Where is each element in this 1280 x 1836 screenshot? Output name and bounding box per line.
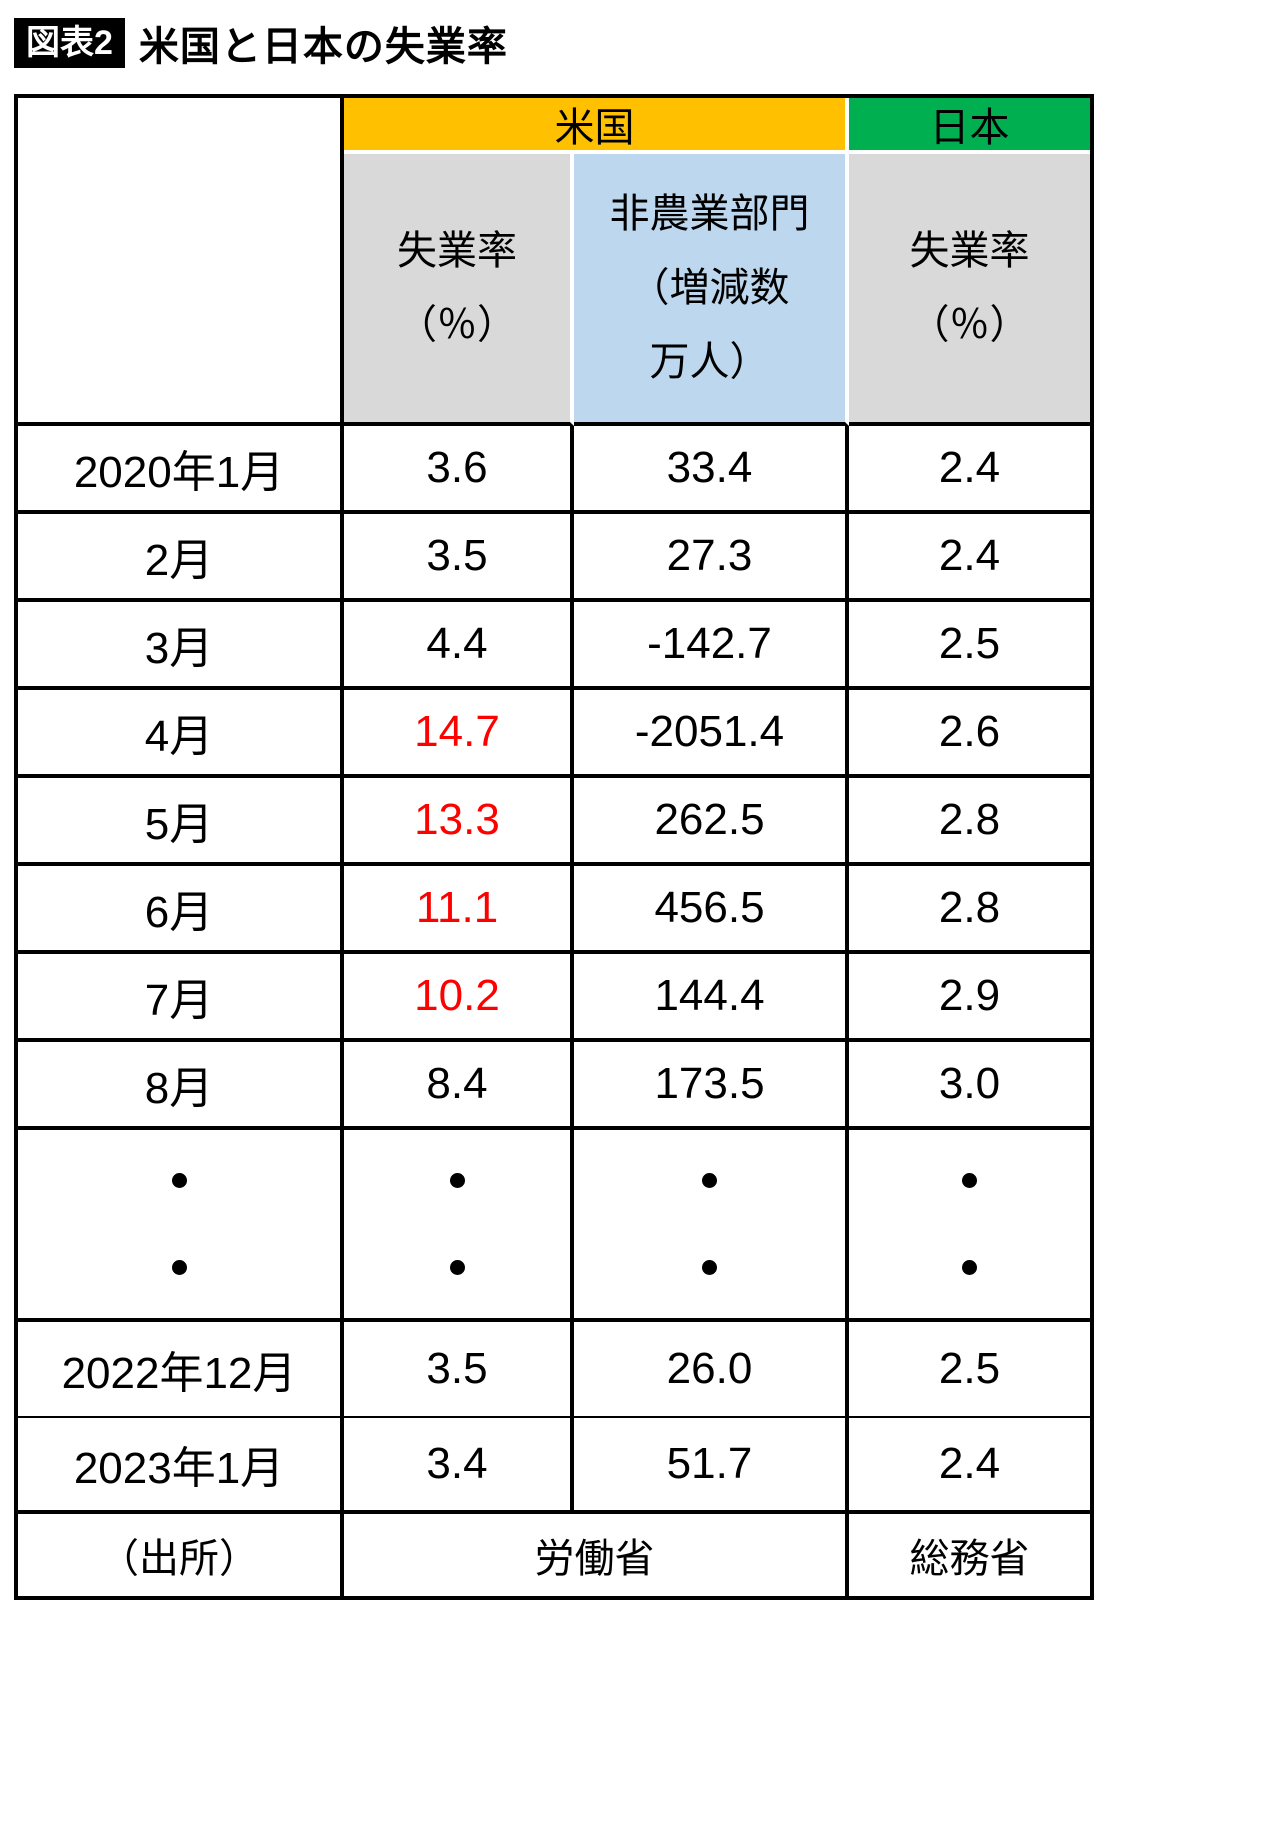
us-rate-cell: 3.5 <box>344 514 574 602</box>
row-label: 3月 <box>18 602 344 690</box>
ellipsis-cell <box>18 1130 344 1322</box>
ellipsis-cell <box>574 1130 849 1322</box>
ellipsis-dot <box>449 1173 465 1188</box>
nonfarm-cell: 27.3 <box>574 514 849 602</box>
us-rate-cell: 13.3 <box>344 778 574 866</box>
jp-rate-cell: 2.4 <box>849 514 1090 602</box>
nonfarm-cell: 33.4 <box>574 426 849 514</box>
nonfarm-cell: 144.4 <box>574 954 849 1042</box>
header-line: 万人） <box>649 340 770 384</box>
row-label: 5月 <box>18 778 344 866</box>
jp-rate-cell: 2.9 <box>849 954 1090 1042</box>
us-rate-cell: 3.4 <box>344 1418 574 1514</box>
us-rate-cell: 3.5 <box>344 1322 574 1418</box>
ellipsis-dot <box>171 1260 187 1275</box>
ellipsis-dot <box>171 1173 187 1188</box>
figure-title-text: 米国と日本の失業率 <box>138 25 508 69</box>
figure-title: 図表2 米国と日本の失業率 <box>14 14 1280 72</box>
ellipsis-dot <box>449 1260 465 1275</box>
header-line: （％） <box>397 303 517 347</box>
header-us-unemployment-rate: 失業率 （％） <box>344 154 574 426</box>
jp-rate-cell: 2.8 <box>849 778 1090 866</box>
figure-badge: 図表2 <box>14 18 125 68</box>
ellipsis-cell <box>849 1130 1090 1322</box>
us-rate-cell: 11.1 <box>344 866 574 954</box>
row-label: 2月 <box>18 514 344 602</box>
source-label: （出所） <box>18 1514 344 1596</box>
nonfarm-cell: 26.0 <box>574 1322 849 1418</box>
jp-rate-cell: 2.4 <box>849 1418 1090 1514</box>
header-blank-cell <box>18 98 344 426</box>
page: 図表2 米国と日本の失業率 米国 日本 失業率 （％） 非農業部門 （増減数 万… <box>14 14 1280 1600</box>
source-jp: 総務省 <box>909 1537 1030 1581</box>
jp-rate-cell: 3.0 <box>849 1042 1090 1130</box>
nonfarm-cell: 173.5 <box>574 1042 849 1130</box>
ellipsis-dot <box>962 1260 977 1275</box>
header-group-japan: 日本 <box>849 98 1090 154</box>
us-rate-cell: 3.6 <box>344 426 574 514</box>
jp-rate-cell: 2.8 <box>849 866 1090 954</box>
header-line: 失業率 <box>909 229 1030 273</box>
header-line: （増減数 <box>629 266 790 310</box>
us-rate-cell: 10.2 <box>344 954 574 1042</box>
row-label: 4月 <box>18 690 344 778</box>
row-label: 6月 <box>18 866 344 954</box>
us-rate-cell: 4.4 <box>344 602 574 690</box>
us-rate-cell: 8.4 <box>344 1042 574 1130</box>
nonfarm-cell: -2051.4 <box>574 690 849 778</box>
ellipsis-dot <box>702 1260 717 1275</box>
nonfarm-cell: 456.5 <box>574 866 849 954</box>
header-line: （％） <box>909 303 1030 347</box>
source-us: 労働省 <box>344 1514 849 1596</box>
nonfarm-cell: 51.7 <box>574 1418 849 1514</box>
us-rate-cell: 14.7 <box>344 690 574 778</box>
jp-rate-cell: 2.5 <box>849 602 1090 690</box>
jp-rate-cell: 2.6 <box>849 690 1090 778</box>
row-label: 7月 <box>18 954 344 1042</box>
row-label: 2020年1月 <box>18 426 344 514</box>
nonfarm-cell: 262.5 <box>574 778 849 866</box>
ellipsis-dot <box>962 1173 977 1188</box>
jp-rate-cell: 2.4 <box>849 426 1090 514</box>
ellipsis-dot <box>702 1173 717 1188</box>
header-group-us: 米国 <box>344 98 849 154</box>
row-label: 2023年1月 <box>18 1418 344 1514</box>
header-line: 非農業部門 <box>609 192 810 236</box>
unemployment-table: 米国 日本 失業率 （％） 非農業部門 （増減数 万人） 失業率 （％） 202… <box>14 94 1094 1600</box>
row-label: 2022年12月 <box>18 1322 344 1418</box>
row-label: 8月 <box>18 1042 344 1130</box>
jp-rate-cell: 2.5 <box>849 1322 1090 1418</box>
header-line: 失業率 <box>397 229 517 273</box>
header-jp-unemployment-rate: 失業率 （％） <box>849 154 1090 426</box>
header-nonfarm-payrolls: 非農業部門 （増減数 万人） <box>574 154 849 426</box>
ellipsis-cell <box>344 1130 574 1322</box>
nonfarm-cell: -142.7 <box>574 602 849 690</box>
